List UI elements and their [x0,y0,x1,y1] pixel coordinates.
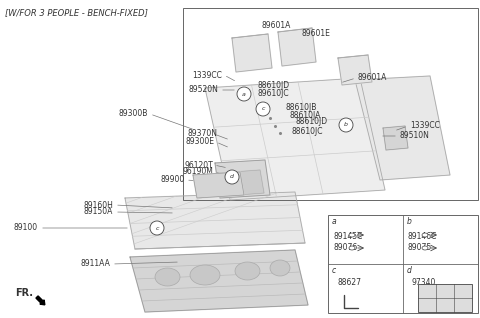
Polygon shape [215,160,270,198]
Text: 88610JC: 88610JC [291,127,323,135]
Ellipse shape [190,265,220,285]
Text: 89900: 89900 [161,176,185,184]
Text: a: a [332,217,336,226]
Text: c: c [156,225,159,231]
Text: 8911AA: 8911AA [80,259,110,268]
Text: 1339CC: 1339CC [192,71,222,80]
Text: 89520N: 89520N [188,86,218,94]
Text: b: b [344,122,348,128]
Text: 88610JD: 88610JD [295,117,327,127]
Text: FR.: FR. [15,288,33,298]
Text: [W/FOR 3 PEOPLE - BENCH-FIXED]: [W/FOR 3 PEOPLE - BENCH-FIXED] [5,8,148,17]
Text: 89075: 89075 [408,243,432,252]
Text: 89601A: 89601A [358,73,387,82]
Text: 89610JC: 89610JC [258,88,289,98]
Text: 88610JD: 88610JD [258,81,290,91]
Text: a: a [242,92,246,96]
Text: c: c [261,107,264,112]
Circle shape [256,102,270,116]
Text: 1339CC: 1339CC [410,121,440,130]
Text: 88610JA: 88610JA [290,110,322,120]
Text: c: c [332,266,336,275]
Bar [418,284,472,312]
Ellipse shape [270,260,290,276]
Circle shape [339,118,353,132]
Circle shape [237,87,251,101]
Ellipse shape [235,262,260,280]
Polygon shape [220,170,264,196]
Text: 89510N: 89510N [400,132,430,141]
Text: 89601A: 89601A [261,22,290,31]
Ellipse shape [155,268,180,286]
Text: 96120T: 96120T [184,161,213,169]
Polygon shape [205,78,385,200]
Text: 89146C: 89146C [408,232,437,241]
Text: 89601E: 89601E [301,30,330,38]
Text: 96190M: 96190M [182,168,213,176]
Ellipse shape [422,233,428,237]
Circle shape [150,221,164,235]
Ellipse shape [422,246,428,250]
Polygon shape [130,250,308,312]
Text: 89100: 89100 [14,224,38,232]
Text: d: d [230,175,234,179]
Polygon shape [125,192,305,249]
Text: 89370N: 89370N [188,129,218,139]
Text: 89145C: 89145C [334,232,363,241]
Text: 97340: 97340 [412,278,436,287]
Text: 89150A: 89150A [84,208,113,217]
Text: 89160H: 89160H [83,201,113,210]
Circle shape [225,170,239,184]
Text: 89076: 89076 [334,243,358,252]
Polygon shape [232,34,272,72]
Ellipse shape [349,246,355,250]
Ellipse shape [349,233,355,237]
Text: b: b [407,217,412,226]
Polygon shape [193,172,244,198]
Polygon shape [338,55,372,85]
Polygon shape [355,76,450,180]
Text: 89300E: 89300E [185,137,214,147]
Text: d: d [407,266,412,275]
FancyArrow shape [36,296,45,305]
Text: 88627: 88627 [337,278,361,287]
Text: 89300B: 89300B [119,109,148,119]
Polygon shape [278,28,316,66]
Text: 88610JB: 88610JB [285,102,316,112]
Bar [183,8,478,200]
Polygon shape [383,126,408,150]
Bar [328,215,478,313]
